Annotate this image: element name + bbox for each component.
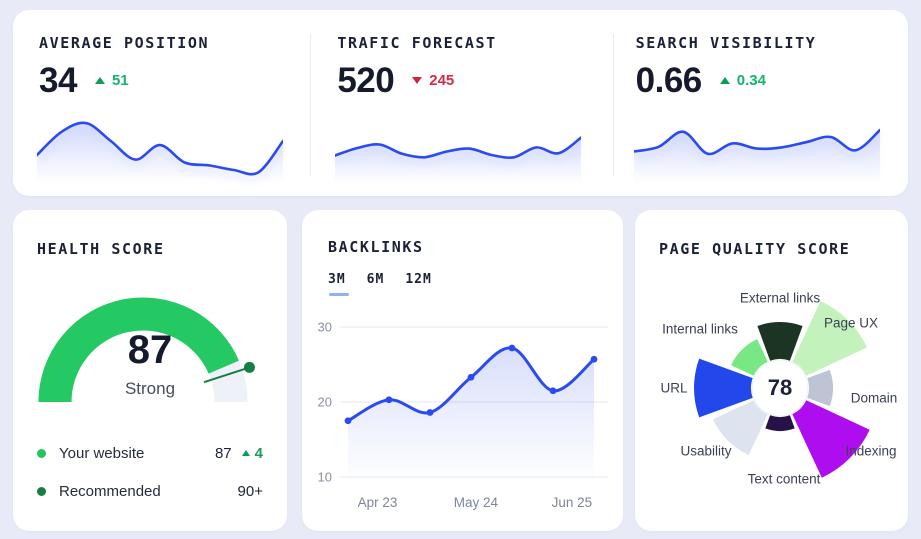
health-score-label: Strong <box>124 379 176 398</box>
kpi-value: 0.66 <box>635 61 703 100</box>
rose-sector-internal-links <box>731 339 768 376</box>
legend-row-recommended: Recommended 90+ <box>37 480 263 502</box>
kpi-value-row: 520 245 <box>337 63 585 98</box>
svg-text:Apr 23: Apr 23 <box>358 495 398 510</box>
trend-arrow-icon <box>412 77 423 84</box>
data-point <box>385 396 393 404</box>
kpi-value: 520 <box>337 61 395 100</box>
backlinks-card: BACKLINKS 3M 6M 12M 30 20 10 Apr 23 May 24 Ju… <box>302 210 623 531</box>
rose-sector-text-content <box>765 415 795 431</box>
rose-sector-domain <box>807 369 833 407</box>
trend-arrow-icon <box>719 77 730 84</box>
kpi-search-visibility: SEARCH VISIBILITY 0.66 0.34 <box>610 10 908 196</box>
rose-label-domain: Domain <box>850 390 898 406</box>
legend-score: 87 <box>214 444 232 462</box>
recommended-marker-dot <box>244 361 255 373</box>
backlinks-title: BACKLINKS <box>328 238 424 256</box>
rose-sector-usability <box>712 400 768 456</box>
page-quality-score-value: 78 <box>767 375 793 400</box>
trend-arrow-icon <box>241 450 250 456</box>
page-quality-card: PAGE QUALITY SCORE External links Page UX… <box>635 210 908 531</box>
svg-text:Jun 25: Jun 25 <box>552 495 593 510</box>
legend-score: 90+ <box>237 482 263 500</box>
kpi-value-row: 34 51 <box>39 63 287 98</box>
svg-text:20: 20 <box>318 395 332 410</box>
health-score-card: HEALTH SCORE 87 Strong Your website 87 4 <box>13 210 287 531</box>
data-point <box>590 355 598 363</box>
legend-values: 90+ <box>238 483 263 500</box>
rose-sector-indexing <box>792 400 870 478</box>
kpi-delta-value: 51 <box>111 72 129 89</box>
tab-3m[interactable]: 3M <box>328 272 349 296</box>
legend-delta-value: 4 <box>254 444 263 462</box>
legend-values: 87 4 <box>215 445 263 462</box>
sparkline-chart-average-position <box>37 121 283 183</box>
legend-dot-icon <box>37 486 46 496</box>
kpi-average-position: AVERAGE POSITION 34 51 <box>13 10 311 196</box>
data-point <box>508 344 516 352</box>
section-divider <box>310 34 311 176</box>
kpi-delta: 0.34 <box>719 72 766 89</box>
page-quality-rose-chart <box>694 301 870 478</box>
kpi-title-average-position: AVERAGE POSITION <box>39 34 210 52</box>
data-point <box>426 409 434 416</box>
kpi-summary-card: AVERAGE POSITION 34 51 TRAFIC FORECAST 5… <box>13 10 908 196</box>
legend-row-your-website: Your website 87 4 <box>37 442 263 464</box>
legend-dot-icon <box>37 448 46 458</box>
kpi-value: 34 <box>39 61 77 100</box>
rose-label-text-content: Text content <box>747 471 821 487</box>
health-gauge-chart <box>38 297 255 403</box>
kpi-delta: 51 <box>94 72 129 89</box>
page-quality-title: PAGE QUALITY SCORE <box>659 240 851 258</box>
kpi-traffic-forecast: TRAFIC FORECAST 520 245 <box>311 10 609 196</box>
health-legend: Your website 87 4 Recommended 90+ <box>37 442 263 518</box>
tab-12m[interactable]: 12M <box>405 272 431 296</box>
sparkline-chart-traffic-forecast <box>335 136 582 183</box>
rose-label-indexing: Indexing <box>845 443 897 459</box>
data-point <box>549 387 557 395</box>
rose-label-usability: Usability <box>680 443 732 459</box>
svg-text:May 24: May 24 <box>454 495 499 510</box>
rose-sector-url <box>694 358 753 418</box>
rose-label-internal-links: Internal links <box>662 321 738 337</box>
backlinks-range-tabs: 3M 6M 12M <box>328 272 597 296</box>
rose-label-page-ux: Page UX <box>823 315 879 331</box>
legend-label: Recommended <box>59 482 161 500</box>
kpi-delta: 245 <box>412 72 454 89</box>
tab-6m[interactable]: 6M <box>367 272 385 296</box>
sparkline-chart-search-visibility <box>633 128 880 183</box>
kpi-delta-value: 245 <box>429 72 455 89</box>
health-score-value: 87 <box>127 328 173 372</box>
svg-text:30: 30 <box>318 320 332 335</box>
health-gauge-center: 87 Strong <box>13 330 287 399</box>
data-point <box>467 373 475 381</box>
svg-text:10: 10 <box>318 470 332 485</box>
rose-sector-page-ux <box>792 301 867 376</box>
kpi-title-search-visibility: SEARCH VISIBILITY <box>635 34 817 52</box>
rose-sector-external-links <box>757 322 803 361</box>
rose-center-circle <box>751 359 809 417</box>
trend-arrow-icon <box>94 77 105 84</box>
health-score-title: HEALTH SCORE <box>37 240 165 258</box>
legend-label: Your website <box>59 444 145 462</box>
kpi-delta-value: 0.34 <box>736 72 766 89</box>
kpi-title-traffic-forecast: TRAFIC FORECAST <box>337 34 497 52</box>
backlinks-line-chart: 30 20 10 Apr 23 May 24 Jun 25 <box>318 320 608 510</box>
kpi-value-row: 0.66 0.34 <box>636 63 884 98</box>
section-divider <box>613 34 614 176</box>
rose-label-external-links: External links <box>739 290 821 306</box>
legend-delta: 4 <box>241 444 263 462</box>
rose-label-url: URL <box>660 380 688 396</box>
data-point <box>344 417 352 425</box>
